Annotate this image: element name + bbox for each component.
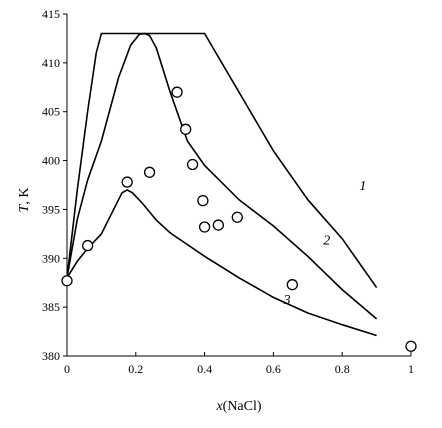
data-point xyxy=(186,158,199,171)
data-point xyxy=(231,211,243,223)
curve-label-1: 1 xyxy=(359,179,366,194)
x-axis-title-variable: x xyxy=(215,399,223,414)
data-point xyxy=(143,166,156,178)
data-point xyxy=(198,221,211,233)
data-point xyxy=(121,176,133,188)
y-axis-title: T, K xyxy=(17,188,32,213)
data-point xyxy=(405,340,417,352)
y-tick-label: 405 xyxy=(42,105,60,119)
y-tick-label: 400 xyxy=(42,154,60,168)
y-axis-title-unit: , K xyxy=(17,188,32,205)
y-tick-label: 410 xyxy=(42,56,60,70)
curve-label-2: 2 xyxy=(323,234,330,249)
y-tick-label: 395 xyxy=(42,202,60,216)
data-point xyxy=(286,279,298,291)
data-point xyxy=(81,239,94,252)
x-tick-label: 0.8 xyxy=(335,362,350,376)
y-tick-label: 385 xyxy=(42,300,60,314)
data-point xyxy=(171,86,183,98)
y-tick-label: 380 xyxy=(42,349,60,363)
x-axis-title-species: (NaCl) xyxy=(223,399,262,414)
y-tick-label: 390 xyxy=(42,251,60,265)
data-point xyxy=(212,219,225,231)
y-tick-label: 415 xyxy=(42,7,60,21)
data-markers xyxy=(61,86,417,352)
data-point xyxy=(61,275,73,287)
curve-3 xyxy=(66,188,377,337)
curve-1 xyxy=(66,32,378,289)
x-tick-label: 0.2 xyxy=(128,362,143,376)
x-tick-label: 0.6 xyxy=(266,362,281,376)
x-tick-label: 0 xyxy=(64,362,70,376)
y-ticks: 380 385 390 395 400 405 410 415 xyxy=(42,7,67,363)
curve-label-3: 3 xyxy=(283,293,291,308)
data-point xyxy=(180,123,192,135)
curves xyxy=(66,32,378,337)
data-point xyxy=(197,194,209,207)
x-ticks: 0 0.2 0.4 0.6 0.8 1 xyxy=(64,352,414,376)
axes xyxy=(66,14,411,357)
x-tick-label: 0.4 xyxy=(197,362,212,376)
x-axis-title: x(NaCl) xyxy=(215,399,261,414)
x-tick-label: 1 xyxy=(408,362,414,376)
curve-labels: 1 2 3 xyxy=(283,179,367,308)
curve-2 xyxy=(66,32,378,320)
y-axis-title-variable: T xyxy=(17,203,32,212)
